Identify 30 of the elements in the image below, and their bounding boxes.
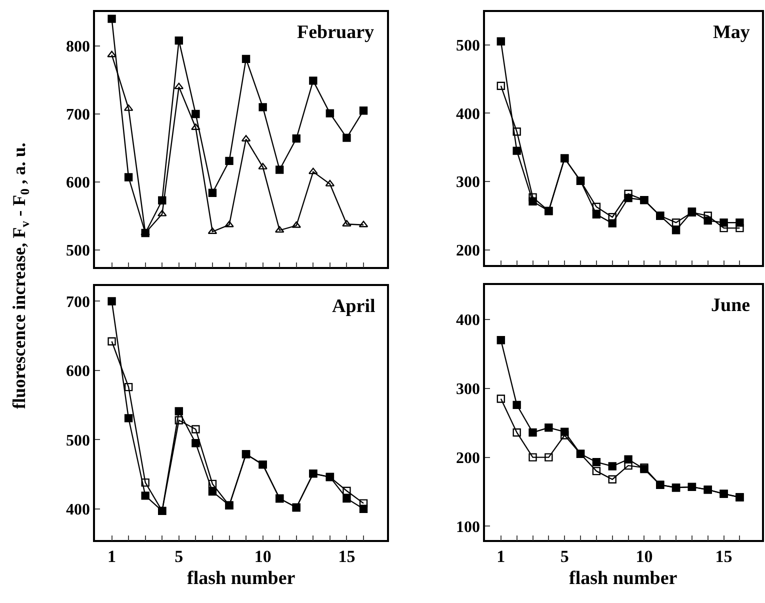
x-tick-label: 1 xyxy=(108,547,116,566)
y-tick-label: 500 xyxy=(66,242,90,260)
y-tick-label: 400 xyxy=(456,106,480,123)
y-tick-label: 200 xyxy=(456,450,480,467)
x-tick-label: 10 xyxy=(254,547,272,566)
x-tick-label: 5 xyxy=(560,547,569,566)
x-axis-title: flash number xyxy=(187,568,296,589)
x-tick-label: 15 xyxy=(338,547,356,566)
y-tick-label: 300 xyxy=(456,174,480,192)
y-tick-label: 600 xyxy=(66,174,90,192)
y-tick-label: 500 xyxy=(456,37,480,54)
x-tick-label: 5 xyxy=(174,547,184,566)
text: May xyxy=(713,22,750,43)
y-tick-label: 500 xyxy=(66,432,90,450)
y-tick-label: 200 xyxy=(456,242,480,260)
y-tick-label: 800 xyxy=(66,38,90,56)
y-tick-label: 600 xyxy=(66,363,90,380)
x-tick-label: 10 xyxy=(636,547,653,566)
y-tick-label: 300 xyxy=(456,380,480,398)
y-tick-label: 400 xyxy=(456,312,480,330)
y-tick-label: 700 xyxy=(66,106,90,124)
text: February xyxy=(297,22,375,43)
y-tick-label: 700 xyxy=(66,294,90,311)
y-tick-label: 100 xyxy=(456,518,480,536)
y-tick-label: 400 xyxy=(66,501,90,518)
x-tick-label: 15 xyxy=(715,547,732,566)
text: June xyxy=(711,295,750,316)
x-tick-label: 1 xyxy=(496,547,506,566)
text: April xyxy=(332,296,376,317)
x-axis-title: flash number xyxy=(569,568,678,589)
